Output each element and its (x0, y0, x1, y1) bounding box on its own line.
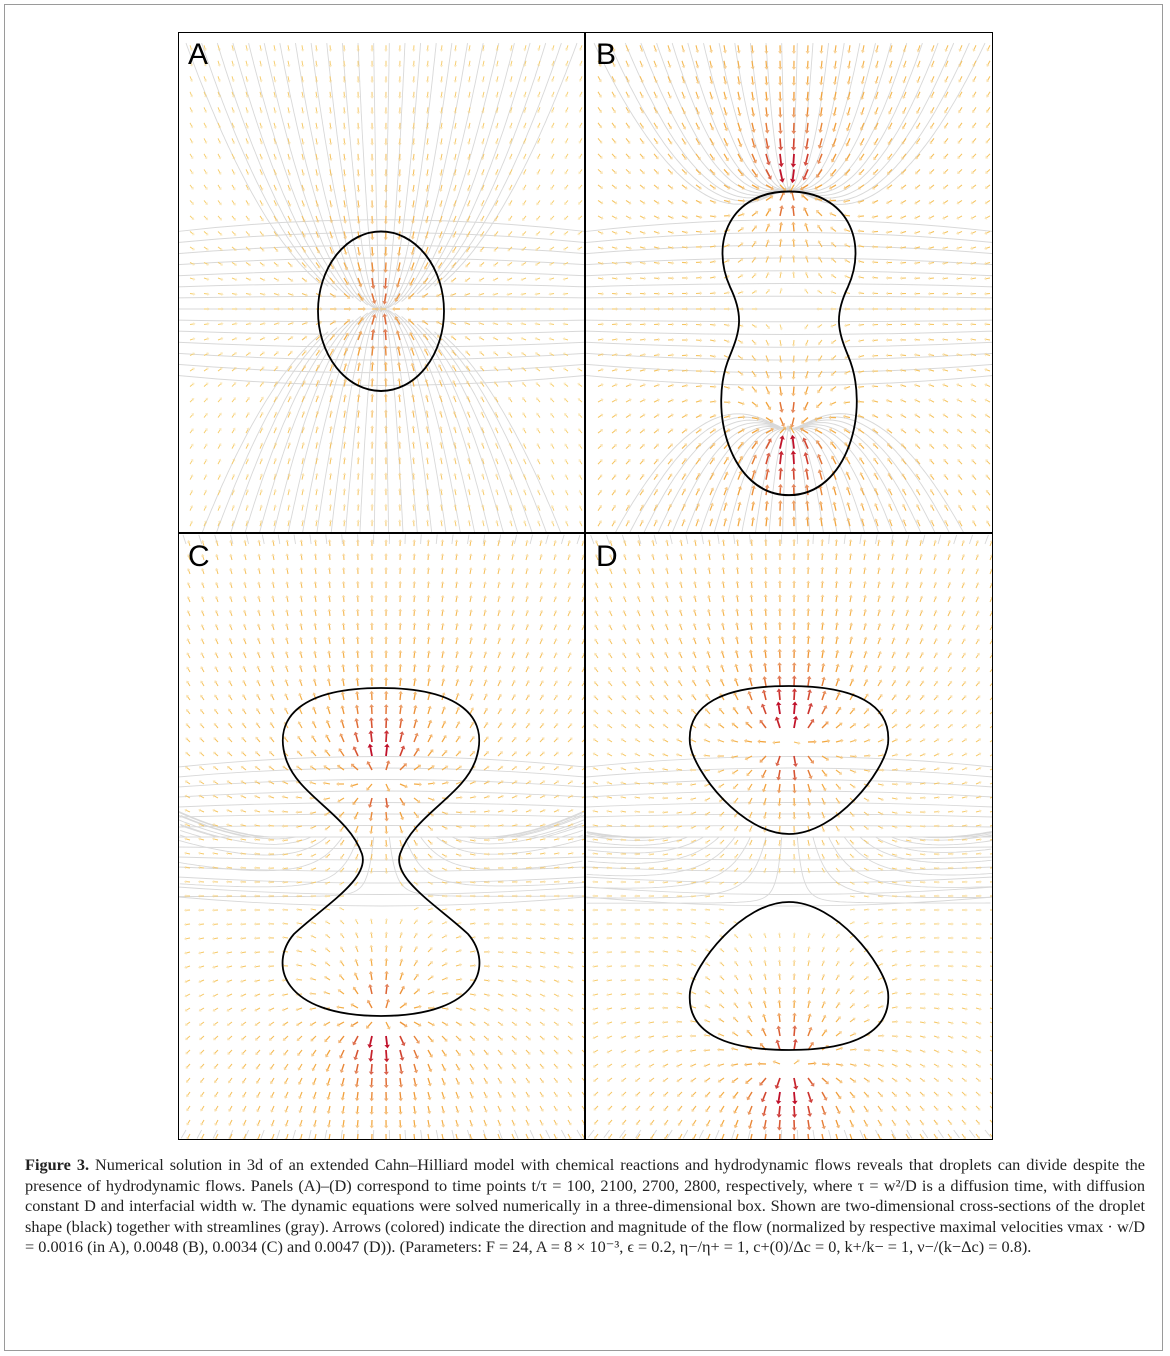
streamlines (586, 534, 993, 1140)
panel-d-plot (586, 534, 993, 1140)
panel-b: B (586, 32, 993, 586)
streamlines (586, 42, 993, 576)
droplet-outline (688, 685, 890, 1051)
figure-caption: Figure 3. Numerical solution in 3d of an… (25, 1155, 1145, 1258)
flow-arrows (184, 539, 585, 1140)
caption-label: Figure 3. (25, 1155, 90, 1174)
droplet-outline (281, 687, 481, 1017)
page-frame (4, 4, 1163, 1351)
figure-3: A B C D (178, 32, 993, 1140)
panel-c-label: C (188, 540, 210, 573)
panel-d-label: D (596, 540, 618, 573)
panel-a-label: A (188, 38, 209, 71)
droplet-outline (720, 190, 858, 497)
streamlines (178, 534, 585, 1140)
panel-c-plot (178, 534, 585, 1140)
panel-divider-vertical (584, 32, 586, 1140)
droplet-outline (317, 230, 445, 392)
streamlines (178, 42, 585, 576)
panel-c: C (178, 534, 585, 1140)
panel-b-label: B (596, 38, 617, 71)
panel-b-plot (586, 42, 993, 576)
flow-arrows (189, 45, 583, 573)
panel-a: A (178, 32, 585, 586)
panel-divider-horizontal (178, 532, 993, 534)
panel-a-plot (178, 42, 585, 576)
caption-text: Numerical solution in 3d of an extended … (25, 1155, 1145, 1257)
panel-d: D (586, 534, 993, 1140)
